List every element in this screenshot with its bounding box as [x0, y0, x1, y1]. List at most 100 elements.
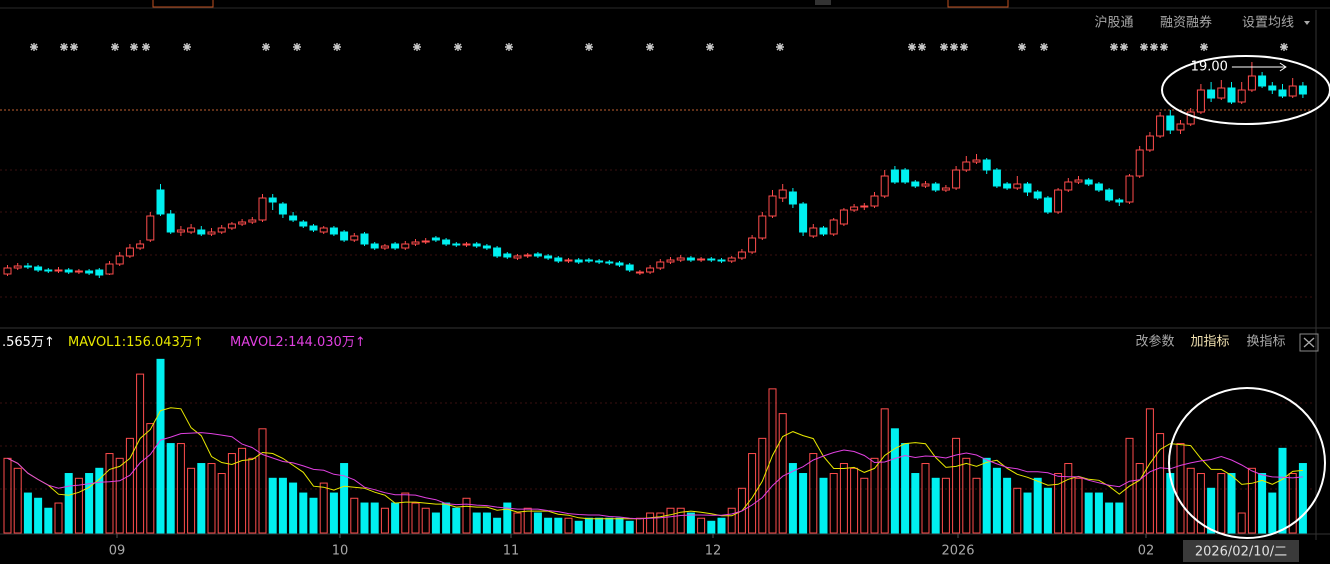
x-tick-label: 09	[109, 544, 126, 559]
candle-body	[982, 159, 991, 171]
volume-bar	[554, 517, 563, 534]
candle-body	[442, 239, 451, 245]
candle-body	[931, 183, 940, 191]
candle-body	[901, 169, 910, 183]
tab[interactable]	[815, 0, 831, 5]
candle-body	[503, 253, 512, 258]
indicator-button[interactable]: 换指标	[1246, 335, 1285, 350]
volume-bar	[901, 443, 910, 534]
candle-body	[513, 255, 522, 259]
volume-bar	[176, 443, 185, 534]
volume-bar	[227, 453, 236, 534]
candle-body	[370, 243, 379, 249]
event-marker	[1280, 43, 1288, 51]
candle-body	[462, 243, 471, 246]
volume-bar	[1258, 473, 1267, 534]
candle-body	[788, 191, 797, 205]
candle-body	[472, 243, 481, 247]
event-marker	[454, 43, 462, 51]
candle-body	[625, 264, 634, 271]
tab[interactable]	[152, 0, 214, 8]
volume-bar	[1268, 492, 1277, 534]
candle-body	[1043, 197, 1052, 213]
candle-body	[431, 237, 440, 241]
volume-bar	[1043, 487, 1052, 534]
volume-bar	[737, 487, 746, 534]
candle-body	[809, 227, 818, 237]
candle-body	[646, 267, 655, 273]
candle-body	[595, 260, 604, 263]
candle-body	[992, 169, 1001, 187]
volume-bar	[625, 520, 634, 534]
x-tick-label: 02	[1138, 544, 1155, 559]
candle-body	[829, 219, 838, 235]
candle-body	[268, 197, 277, 203]
candle-body	[105, 263, 114, 275]
volume-bar	[115, 457, 124, 534]
event-marker	[706, 43, 714, 51]
candle-body	[1115, 199, 1124, 203]
volume-bar	[584, 517, 593, 534]
candle-body	[533, 253, 542, 257]
indicator-legend: .565万↑ MAVOL1:156.043万↑ MAVOL2:144.030万↑	[2, 335, 366, 350]
event-marker	[183, 43, 191, 51]
candle-body	[23, 265, 32, 268]
event-marker	[908, 43, 916, 51]
toolbar-button[interactable]: 沪股通	[1094, 15, 1133, 31]
candle-body	[1186, 111, 1195, 125]
volume-bar	[890, 428, 899, 534]
candle-body	[778, 189, 787, 199]
candle-body	[176, 229, 185, 233]
volume-bar	[289, 482, 298, 534]
candle-body	[248, 219, 257, 223]
volume-bar	[1054, 473, 1063, 534]
volume-bar	[839, 463, 848, 534]
candle-body	[309, 225, 318, 231]
event-marker	[1110, 43, 1118, 51]
candle-body	[1023, 183, 1032, 193]
candle-body	[3, 267, 12, 275]
event-marker	[918, 43, 926, 51]
volume-bar	[819, 477, 828, 534]
candle-body	[227, 223, 236, 229]
indicator-button[interactable]: 加指标	[1190, 335, 1229, 350]
candle-body	[748, 237, 757, 253]
volume-bar	[850, 467, 859, 534]
volume-bar	[391, 502, 400, 534]
volume-bar	[452, 507, 461, 534]
toolbar-button[interactable]: 融资融券	[1160, 15, 1212, 31]
close-button[interactable]	[1299, 333, 1319, 352]
event-marker	[333, 43, 341, 51]
candle-body	[1074, 179, 1083, 183]
candle-body	[584, 259, 593, 262]
volume-bar	[503, 502, 512, 534]
candle-body	[1247, 75, 1256, 91]
indicator-button[interactable]: 改参数	[1135, 334, 1174, 350]
candle-body	[299, 221, 308, 227]
candle-body	[1258, 75, 1267, 87]
volume-bar	[911, 473, 920, 534]
volume-bar	[931, 477, 940, 534]
candle-body	[697, 258, 706, 261]
cursor-date: 2026/02/10/二	[1195, 545, 1287, 560]
volume-bar	[340, 463, 349, 534]
candle-body	[217, 227, 226, 233]
volume-bar	[972, 477, 981, 534]
volume-bar	[1003, 477, 1012, 534]
volume-bar	[95, 467, 104, 534]
volume-bar	[921, 463, 930, 534]
volume-bar	[564, 517, 573, 534]
candle-body	[85, 270, 94, 274]
candle-body	[574, 259, 583, 263]
volume-bar	[605, 517, 614, 534]
candle-body	[1125, 175, 1134, 203]
candle-body	[564, 259, 573, 262]
candle-body	[921, 183, 930, 187]
tab[interactable]	[947, 0, 1009, 8]
volume-bar	[187, 467, 196, 534]
toolbar-button[interactable]: 设置均线	[1242, 16, 1294, 31]
annotation-arrow	[1231, 62, 1287, 72]
candle-body	[941, 187, 950, 191]
